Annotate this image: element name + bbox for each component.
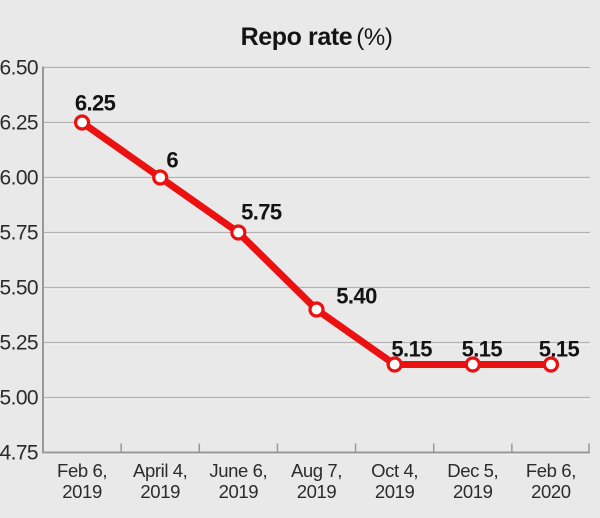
chart-title: Repo rate (%) <box>43 23 590 52</box>
y-axis-tick-label: 4.75 <box>0 442 38 465</box>
data-point-marker <box>73 114 91 131</box>
chart-title-unit: (%) <box>356 24 393 51</box>
data-point-label: 6 <box>166 148 178 173</box>
y-axis-tick-label: 6.50 <box>0 57 38 80</box>
y-axis-tick-label: 6.25 <box>0 112 38 135</box>
x-axis-label-line1: June 6, <box>209 460 267 481</box>
data-point-label: 6.25 <box>75 91 116 116</box>
data-point-marker <box>308 301 325 318</box>
y-axis-tick-label: 5.00 <box>0 387 38 410</box>
chart-title-text: Repo rate <box>240 23 353 51</box>
data-point-label: 5.15 <box>391 337 432 362</box>
x-axis-label-line2: 2019 <box>62 481 102 502</box>
x-axis-label-line2: 2019 <box>140 481 180 502</box>
data-point-marker <box>386 356 403 373</box>
y-axis-tick-label: 5.75 <box>0 222 38 245</box>
x-axis-label-line2: 2019 <box>375 481 415 502</box>
x-axis-label-line1: Oct 4, <box>371 460 418 481</box>
data-point-marker <box>464 356 481 373</box>
x-axis-label-line2: 2019 <box>219 481 259 502</box>
data-point-label: 5.15 <box>462 337 503 362</box>
y-axis-tick-label: 6.00 <box>0 167 38 190</box>
x-axis-label-line2: 2019 <box>297 481 337 502</box>
x-axis-label-line2: 2019 <box>453 481 493 502</box>
y-axis-tick-label: 5.50 <box>0 277 38 300</box>
x-axis-label-line1: Feb 6, <box>526 460 576 481</box>
x-axis-label-line1: Dec 5, <box>447 460 498 481</box>
x-axis-label-line2: 2020 <box>531 481 571 502</box>
x-axis-label-line1: April 4, <box>133 460 187 481</box>
x-axis-label-line1: Aug 7, <box>291 460 342 481</box>
data-point-label: 5.40 <box>336 284 377 309</box>
data-point-marker <box>152 169 169 186</box>
data-point-marker <box>230 224 247 241</box>
data-point-marker <box>542 356 560 373</box>
y-axis-tick-label: 5.25 <box>0 332 38 355</box>
x-axis-label-line1: Feb 6, <box>57 460 107 481</box>
data-point-label: 5.15 <box>539 337 580 362</box>
data-point-label: 5.75 <box>241 200 282 225</box>
repo-rate-series-line <box>80 119 551 368</box>
